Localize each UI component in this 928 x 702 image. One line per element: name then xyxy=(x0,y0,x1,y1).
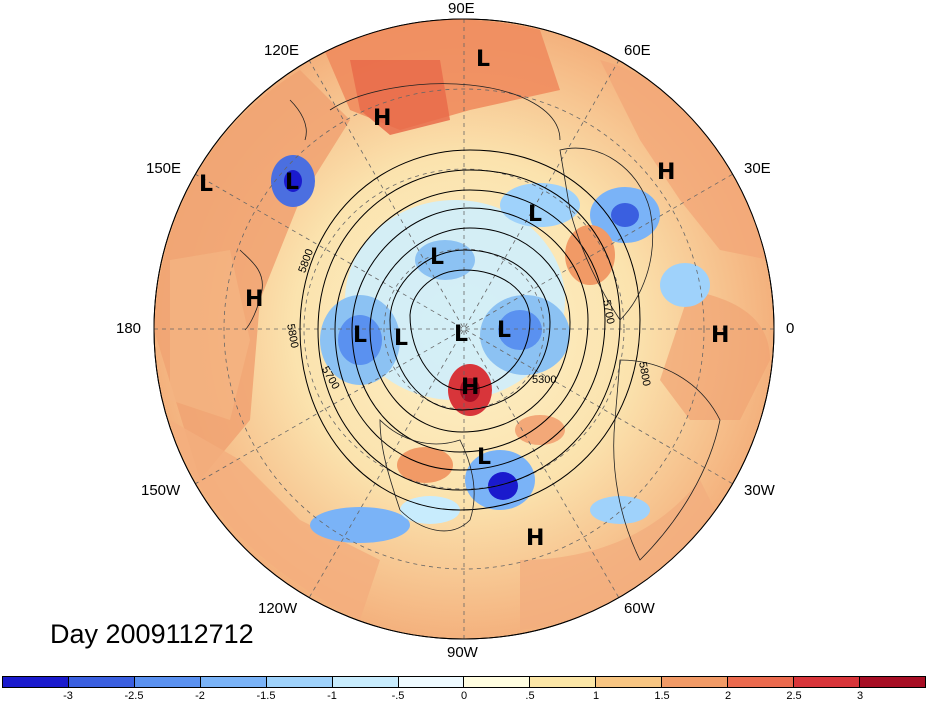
pressure-center-l: L xyxy=(497,318,512,343)
cold-beaufort xyxy=(415,240,475,280)
pressure-center-l: L xyxy=(454,322,469,347)
colorbar-cell xyxy=(859,677,925,687)
pressure-center-l: L xyxy=(199,172,214,197)
colorbar-cell xyxy=(398,677,465,687)
pressure-center-h: H xyxy=(657,160,676,185)
coastlines xyxy=(239,83,721,561)
lon-label-120w: 120W xyxy=(258,600,298,617)
colorbar-cell xyxy=(530,677,597,687)
colorbar-cell xyxy=(596,677,663,687)
warm-region-africa xyxy=(660,290,770,420)
colorbar-cell xyxy=(794,677,860,687)
pressure-center-l: L xyxy=(476,47,491,72)
warm-region-atlantic-south xyxy=(520,480,720,630)
pressure-center-h: H xyxy=(245,287,264,312)
lon-label-180: 180 xyxy=(116,320,142,337)
pressure-center-h: H xyxy=(373,106,392,131)
pressure-center-h: H xyxy=(711,323,730,348)
lon-label-60e: 60E xyxy=(624,42,651,59)
colorbar-tick-label: 0 xyxy=(460,690,468,702)
pressure-center-h: H xyxy=(461,375,480,400)
colorbar-tick-label: .5 xyxy=(525,690,535,702)
colorbar-tick-label: 1 xyxy=(592,690,600,702)
warm-region-europe xyxy=(600,60,770,260)
pressure-center-l: L xyxy=(430,245,445,270)
warm-region-south-pacific xyxy=(170,420,380,620)
colorbar-cell xyxy=(332,677,399,687)
colorbar-cell xyxy=(3,677,69,687)
lon-label-0: 0 xyxy=(786,320,795,337)
anomaly-field xyxy=(154,19,774,639)
colorbar-tick-label: -.5 xyxy=(391,690,405,702)
lon-label-30w: 30W xyxy=(744,482,775,499)
pressure-center-l: L xyxy=(477,445,492,470)
colorbar-tick-label: 2 xyxy=(724,690,732,702)
warm-region-west-pacific xyxy=(170,250,250,420)
colorbar-cell xyxy=(200,677,267,687)
lon-label-150e: 150E xyxy=(146,160,182,177)
pressure-center-l: L xyxy=(394,326,409,351)
cold-africa-north xyxy=(660,263,710,307)
colorbar-tick-label: -1.5 xyxy=(256,690,276,702)
lon-label-60w: 60W xyxy=(624,600,655,617)
lon-label-90w: 90W xyxy=(447,644,478,661)
lon-label-30e: 30E xyxy=(744,160,771,177)
cold-pacific-low xyxy=(310,507,410,543)
pressure-center-l: L xyxy=(528,202,543,227)
colorbar-cell xyxy=(68,677,135,687)
colorbar-tick-label: -2.5 xyxy=(124,690,144,702)
colorbar-cell xyxy=(662,677,729,687)
colorbar-tick-label: -2 xyxy=(195,690,205,702)
colorbar-tick-label: 2.5 xyxy=(786,690,802,702)
contour-label: 5300 xyxy=(532,374,557,386)
cold-barents xyxy=(500,183,580,227)
colorbar-tick-label: -3 xyxy=(63,690,73,702)
cold-atlantic xyxy=(590,496,650,524)
pressure-center-l: L xyxy=(353,323,368,348)
colorbar-cell xyxy=(728,677,795,687)
colorbar-tick-label: 3 xyxy=(856,690,864,702)
colorbar xyxy=(2,676,926,688)
lon-label-90e: 90E xyxy=(448,0,475,17)
colorbar-cell xyxy=(266,677,333,687)
pressure-center-l: L xyxy=(285,170,300,195)
pressure-center-h: H xyxy=(526,526,545,551)
colorbar-tick-label: 1.5 xyxy=(654,690,670,702)
colorbar-cell xyxy=(134,677,201,687)
day-label: Day 2009112712 xyxy=(50,619,254,649)
lon-label-120e: 120E xyxy=(264,42,300,59)
colorbar-tick-label: -1 xyxy=(327,690,337,702)
colorbar-cell xyxy=(464,677,531,687)
lon-label-150w: 150W xyxy=(141,482,181,499)
